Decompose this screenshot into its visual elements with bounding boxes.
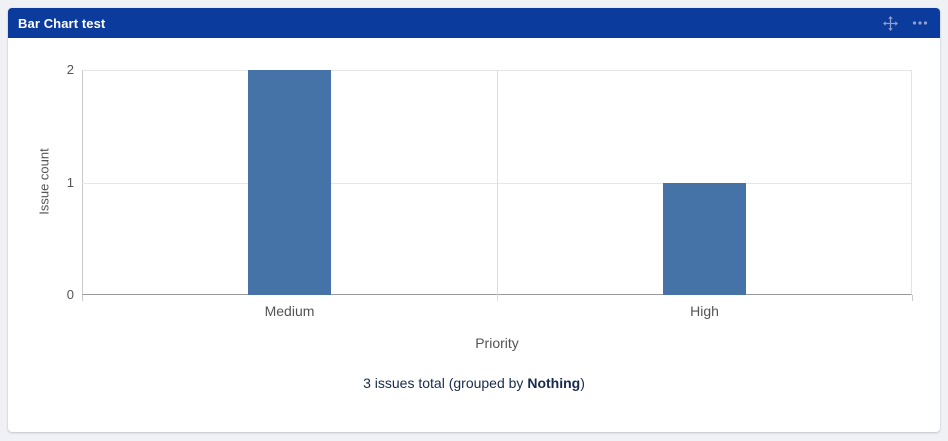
x-axis-title: Priority [475,335,519,351]
summary-grouping: Nothing [527,375,581,391]
more-options-icon[interactable] [912,15,928,31]
bar-medium[interactable] [248,70,331,295]
move-icon[interactable] [883,15,898,31]
bar-high[interactable] [663,182,746,295]
x-category-label: High [690,303,719,319]
y-axis-title: Issue count [36,147,52,215]
y-tick-label: 0 [66,287,74,302]
chart-summary: 3 issues total (grouped by Nothing) [8,375,940,391]
x-category-label: Medium [264,303,315,319]
summary-text: 3 issues total (grouped by [363,375,528,391]
x-axis-tick [82,295,83,301]
y-tick-label: 2 [66,62,74,77]
gadget-body: 0 1 2 Medium High Priority Issue count 3 issue… [8,38,940,432]
bar-chart-gadget: Bar Chart test 0 1 [8,8,940,432]
x-axis-tick [912,295,913,301]
bar-chart: 0 1 2 Medium High Priority Issue count [8,38,940,368]
gadget-title: Bar Chart test [18,15,106,31]
summary-text-close: ) [580,375,585,391]
gadget-header-actions [883,15,928,31]
gadget-header: Bar Chart test [8,8,940,38]
y-tick-label: 1 [66,174,74,190]
x-gridline [497,70,498,301]
